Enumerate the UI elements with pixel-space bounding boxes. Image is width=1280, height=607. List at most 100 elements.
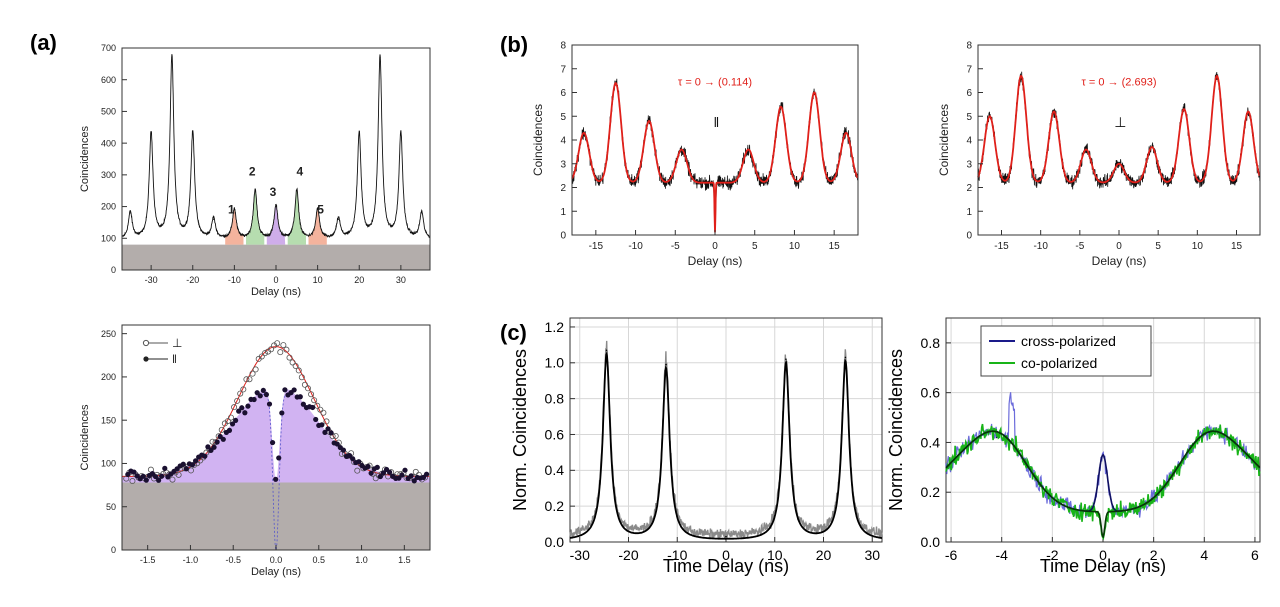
y-tick-label: 0 [111,545,116,555]
parallel-point [125,471,131,478]
peak-point-7 [845,132,847,134]
y-tick-label: 200 [101,202,116,212]
parallel-point [374,464,380,470]
x-tick-label: -2 [1046,547,1059,563]
x-tick-label: 10 [789,241,801,252]
perpendicular-point [187,467,194,474]
x-tick-label: -1.5 [140,555,156,565]
x-tick-label: 6 [1251,547,1259,563]
perpendicular-point [308,391,315,398]
peak-point-1 [1020,75,1022,77]
parallel-point [140,473,146,479]
y-tick-label: 0 [966,231,972,242]
peak-point-4 [212,218,215,220]
co-polarized-trace [945,423,1261,541]
parallel-point [251,396,257,403]
perpendicular-point [412,468,419,475]
parallel-point [189,462,196,468]
peak-point-7 [1216,75,1218,77]
perpendicular-point [231,404,238,411]
parallel-point [239,405,245,411]
peak-fill-5 [225,207,244,245]
parallel-point [205,444,211,450]
parallel-point [365,463,371,470]
peak-point-6 [254,190,256,192]
parallel-point [242,410,248,416]
y-tick-label: 0.4 [545,462,565,478]
peak-point-5 [780,106,782,108]
parallel-point [152,473,159,480]
peak-point-1 [150,133,152,135]
y-axis-label: Coincidences [79,125,91,192]
y-tick-label: 4 [560,136,566,147]
peak-point-1 [665,363,667,366]
perpendicular-point [323,418,330,425]
x-tick-label: 1.0 [355,555,368,565]
peak-annotation: 2 [249,165,256,179]
perpendicular-point [301,381,308,388]
tau-annotation: τ = 0 → (2.693) [1082,76,1157,88]
peak-point-3 [192,133,194,135]
y-tick-label: 150 [101,415,116,425]
x-tick-label: -15 [589,241,604,252]
peak-point-14 [421,212,423,214]
measured-trace [977,71,1261,190]
y-tick-label: 0.8 [545,391,565,407]
y-tick-label: 1 [560,207,566,218]
perpendicular-point [283,346,290,353]
parallel-point [260,387,266,394]
perpendicular-point [280,342,287,349]
x-tick-label: -20 [618,547,638,563]
parallel-point [156,477,162,483]
y-tick-label: 50 [106,502,116,512]
peak-point-1 [614,82,617,84]
perpendicular-point [175,471,182,478]
y-tick-label: 3 [560,159,566,170]
y-tick-label: 0 [560,231,566,242]
x-tick-label: -5 [1075,241,1084,252]
parallel-point [325,426,331,432]
x-tick-label: 10 [1192,241,1204,252]
parallel-point [322,429,328,435]
tau-annotation: τ = 0 → (0.114) [678,76,752,88]
peak-fill-9 [308,207,327,245]
x-tick-label: -6 [945,547,958,563]
parallel-point [423,471,430,477]
parallel-point [340,447,347,453]
x-tick-label: -30 [570,547,590,563]
x-tick-label: -4 [995,547,1008,563]
peak-point-7 [275,205,277,208]
peak-point-2 [725,535,727,538]
y-tick-label: 0 [111,265,116,275]
parallel-point [313,416,319,423]
x-tick-label: -5 [671,241,680,252]
y-tick-label: 250 [101,329,116,339]
y-tick-label: 0.2 [921,484,941,500]
y-tick-label: 1.0 [545,355,565,371]
peak-annotation: 4 [296,165,303,179]
y-tick-label: 100 [101,233,116,243]
perpendicular-point [252,366,259,373]
parallel-point [269,439,276,446]
peak-point-0 [129,212,131,214]
x-tick-label: -10 [667,547,687,563]
perpendicular-point [234,397,241,404]
x-tick-label: 0.0 [270,555,283,565]
y-axis-label: Norm. Coincidences [510,349,530,511]
perpendicular-point [304,385,311,392]
peak-point-2 [171,56,173,59]
y-tick-label: 0.0 [921,534,941,550]
parallel-point [408,473,414,479]
y-tick-label: 100 [101,459,116,469]
cross-peak-1 [1208,431,1211,434]
cross-peak-0 [995,436,998,439]
parallel-point [183,466,189,472]
y-axis-label: Coincidences [937,104,951,176]
perpendicular-point [274,340,281,347]
legend-perp-label: ⊥ [172,336,182,350]
y-tick-label: 0.8 [921,335,941,351]
peak-point-3 [785,358,787,361]
x-tick-label: 0 [722,547,730,563]
parallel-point [229,421,236,427]
fit-curve [571,81,859,233]
